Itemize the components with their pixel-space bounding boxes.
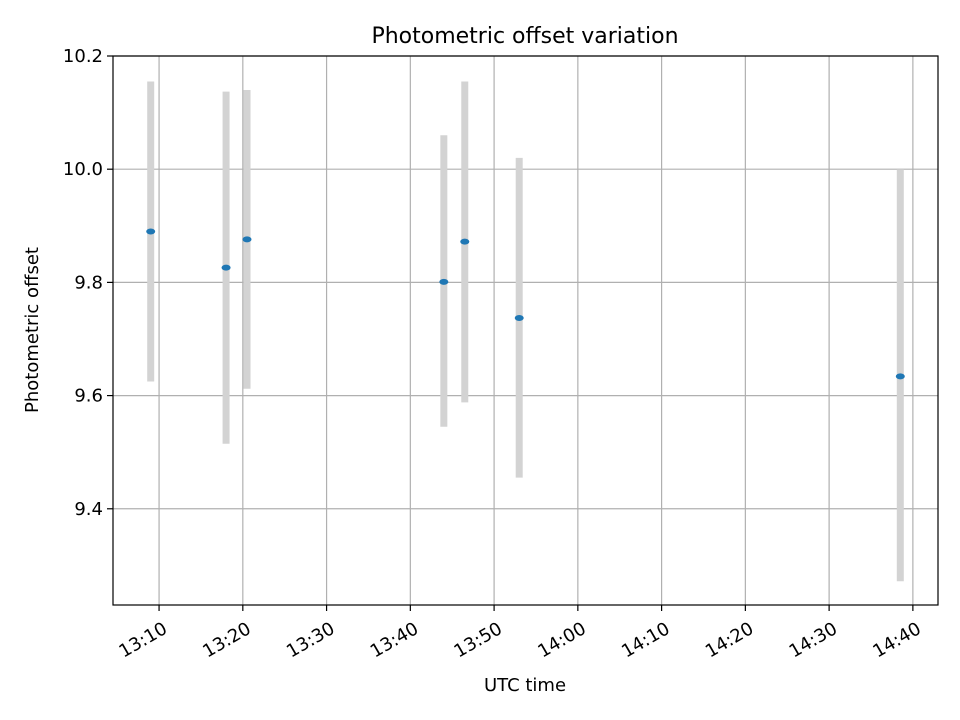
data-point: [439, 278, 449, 285]
data-point: [514, 315, 524, 322]
x-tick-label: 13:30: [283, 618, 338, 662]
chart-title: Photometric offset variation: [371, 24, 678, 49]
y-tick-label: 9.4: [74, 499, 103, 520]
data-point: [146, 228, 156, 235]
y-tick-label: 9.8: [74, 272, 103, 293]
x-tick-label: 13:10: [116, 618, 171, 662]
data-point: [242, 236, 252, 243]
x-tick-label: 14:10: [618, 618, 673, 662]
x-tick-label: 14:00: [534, 618, 589, 662]
x-tick-label: 14:20: [702, 618, 757, 662]
plot-frame: [112, 55, 939, 606]
x-tick-label: 13:40: [367, 618, 422, 662]
data-point: [895, 373, 905, 380]
x-tick-label: 14:30: [786, 618, 841, 662]
x-tick-label: 13:50: [451, 618, 506, 662]
data-points: [146, 228, 905, 380]
y-axis-ticks: 9.4 9.6 9.8 10.0 10.2: [63, 46, 113, 520]
y-tick-label: 10.0: [63, 159, 103, 180]
y-axis-label: Photometric offset: [22, 247, 43, 413]
x-axis-label: UTC time: [484, 675, 566, 696]
x-tick-label: 14:40: [869, 618, 924, 662]
x-axis-ticks: 13:10 13:20 13:30 13:40 13:50 14:00 14:10 14:20…: [116, 605, 925, 662]
y-tick-label: 9.6: [74, 386, 103, 407]
y-tick-label: 10.2: [63, 46, 103, 67]
x-tick-label: 13:20: [199, 618, 254, 662]
data-point: [221, 264, 231, 271]
grid: [113, 55, 938, 605]
plot-background: [113, 56, 938, 605]
data-point: [460, 238, 470, 245]
